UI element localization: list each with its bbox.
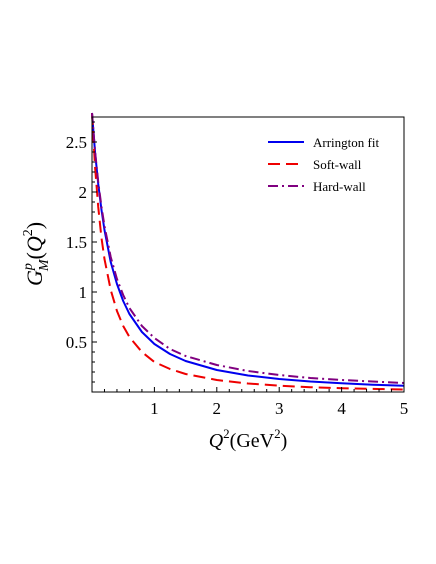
x-tick-label: 2 [213, 399, 222, 418]
x-tick-label: 3 [275, 399, 284, 418]
x-axis-label-close: ) [281, 430, 288, 452]
series-line-2 [91, 112, 405, 391]
legend-label-1: Arrington fit [313, 135, 379, 150]
legend-label-3: Hard-wall [313, 179, 366, 194]
legend-label-2: Soft-wall [313, 157, 362, 172]
x-tick-label: 4 [337, 399, 346, 418]
y-tick-label: 2.5 [66, 133, 87, 152]
x-axis-label-unit: (GeV [230, 430, 275, 452]
y-axis-label: GpM(Q2) [21, 222, 52, 286]
x-axis-label: Q2(GeV2) [209, 426, 288, 452]
y-axis-label-arg-open: ( [22, 252, 47, 259]
y-tick-label: 1 [79, 283, 88, 302]
y-axis-label-arg-close: ) [22, 222, 47, 229]
y-axis-label-symbol: G [22, 270, 47, 286]
x-tick-label: 1 [150, 399, 159, 418]
y-axis-label-arg-sup: 2 [21, 229, 36, 236]
y-axis-ticks: 0.5 1 1.5 2 2.5 [66, 121, 97, 383]
y-axis-label-sub: M [37, 258, 52, 272]
x-axis-ticks: 1 2 3 4 5 [103, 387, 409, 418]
y-tick-label: 1.5 [66, 233, 87, 252]
y-tick-label: 0.5 [66, 333, 87, 352]
y-axis-label-arg-symbol: Q [22, 236, 47, 252]
curves-layer [91, 112, 405, 391]
y-tick-label: 2 [79, 183, 88, 202]
y-axis-label-sup: p [21, 263, 36, 271]
plot-frame [91, 116, 405, 393]
series-line-1 [91, 112, 405, 387]
x-axis-label-sup: 2 [223, 426, 230, 441]
x-axis-label-symbol: Q [209, 430, 224, 452]
legend: Arrington fit Soft-wall Hard-wall [268, 135, 379, 194]
x-tick-label: 5 [400, 399, 409, 418]
x-axis-label-unit-sup: 2 [274, 426, 281, 441]
